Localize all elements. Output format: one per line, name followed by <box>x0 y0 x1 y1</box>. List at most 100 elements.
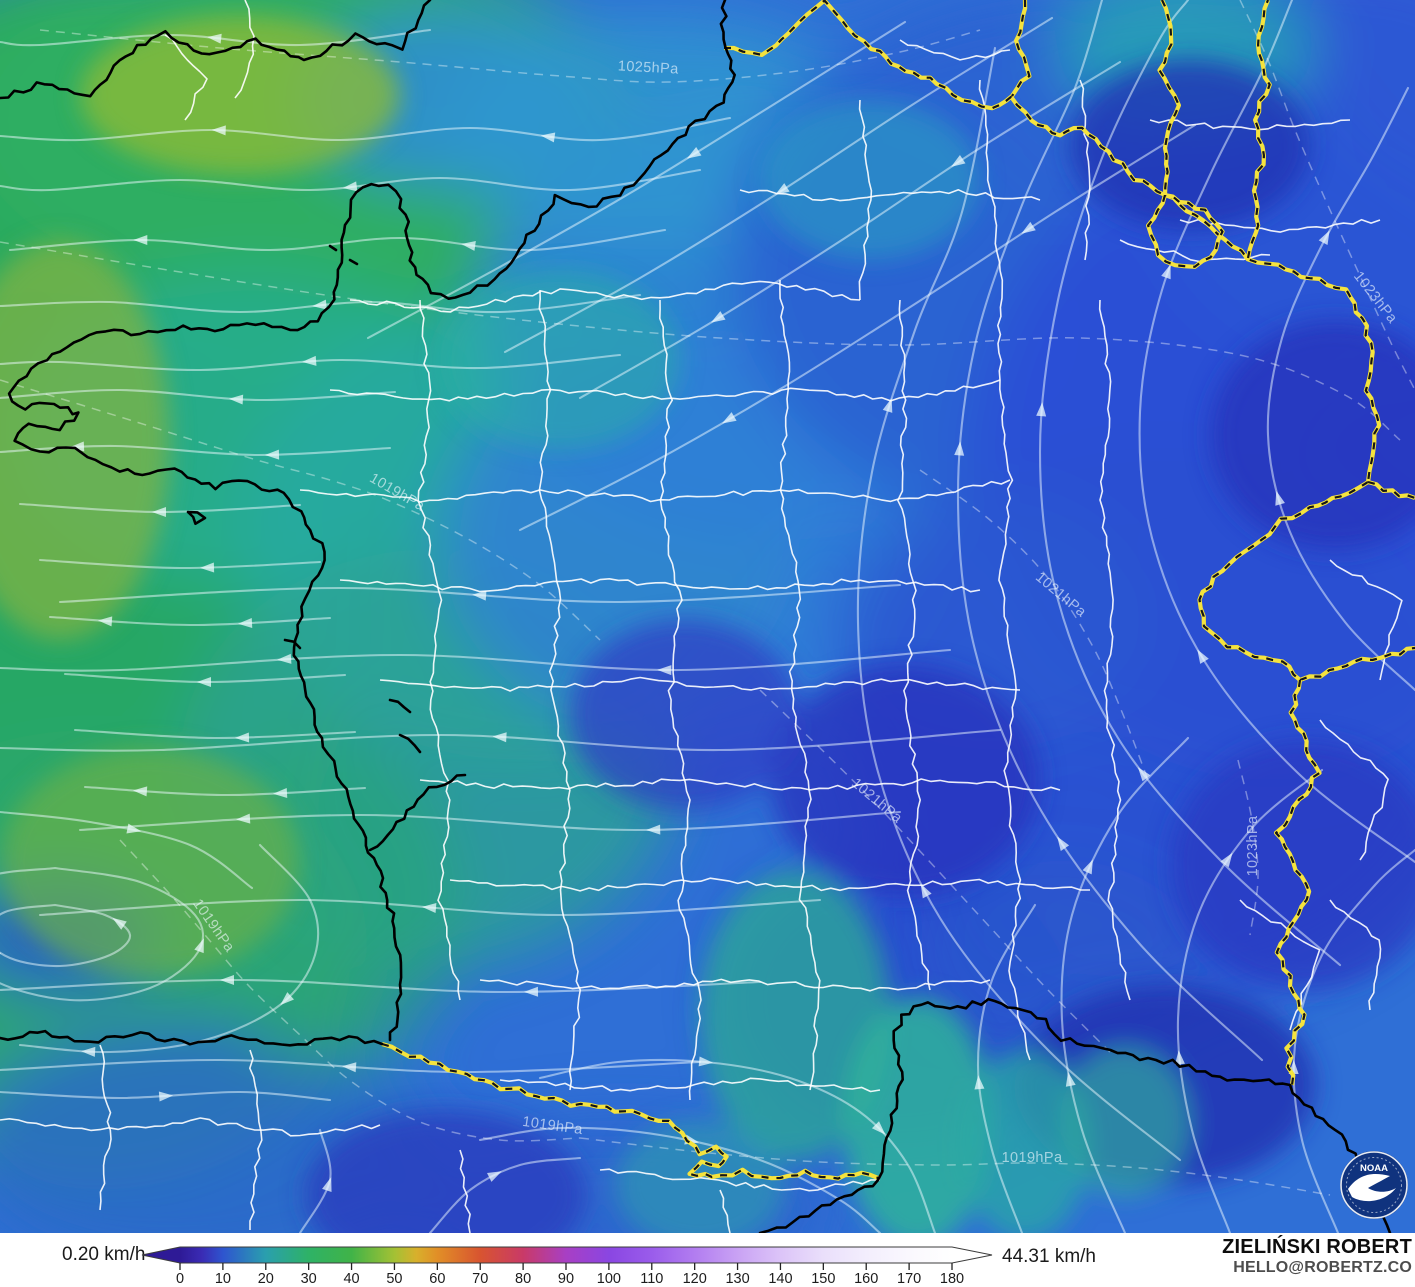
pressure-label: 1023hPa <box>1245 815 1261 876</box>
streamline <box>976 903 1037 1233</box>
country-border-dashes <box>1198 481 1369 681</box>
isobar-line <box>919 469 1149 781</box>
wind-arrow-icon <box>220 974 235 985</box>
noaa-logo-disc <box>1340 1151 1408 1219</box>
region-border <box>599 1168 881 1192</box>
region-border <box>1149 119 1351 131</box>
streamline <box>578 60 1122 400</box>
streamline <box>0 388 397 402</box>
wind-arrow-icon <box>461 241 476 251</box>
attribution-name: ZIELIŃSKI ROBERT <box>1222 1236 1412 1258</box>
isobar-line <box>579 1137 1331 1196</box>
region-border <box>858 99 873 301</box>
region-border <box>0 1117 381 1137</box>
wind-arrow-icon <box>472 590 487 601</box>
legend-tick-label: 0 <box>176 1271 184 1287</box>
coastline <box>876 997 1292 1182</box>
wind-arrow-icon <box>871 1121 886 1135</box>
coastline <box>283 638 302 650</box>
region-border <box>739 189 1041 202</box>
region-borders-layer <box>0 0 1403 1233</box>
wind-arrow-icon <box>97 616 113 627</box>
wind-arrow-icon <box>1275 490 1285 506</box>
wind-arrow-icon <box>312 299 327 310</box>
legend-bar: 0.20 km/h 0 10 20 30 40 50 60 70 80 90 100 110 120 13… <box>0 1233 1415 1287</box>
legend-tick-label: 180 <box>940 1271 964 1287</box>
wind-arrow-icon <box>81 1046 96 1057</box>
streamline <box>0 116 732 142</box>
region-border <box>978 79 1004 381</box>
streamline <box>956 0 1264 1062</box>
legend-gradient-bar <box>141 1246 993 1264</box>
legend-tick-label: 40 <box>343 1271 359 1287</box>
wind-arrow-icon <box>280 992 295 1006</box>
pressure-label: 1019hPa <box>1002 1150 1063 1166</box>
wind-arrow-icon <box>152 507 167 518</box>
legend-tick-label: 30 <box>301 1271 317 1287</box>
coastline <box>758 1178 880 1233</box>
wind-arrow-icon <box>698 1056 714 1067</box>
wind-arrow-icon <box>920 883 932 899</box>
attribution-email: HELLO@ROBERTZ.CO <box>1233 1259 1412 1276</box>
streamline <box>0 293 642 314</box>
region-border <box>417 299 461 1001</box>
country-border-dashes <box>1299 646 1415 682</box>
coastline <box>368 773 467 852</box>
wind-arrow-icon <box>342 1062 357 1073</box>
wind-arrow-icon <box>540 132 556 143</box>
isobar-line <box>1239 0 1415 391</box>
color-blob <box>0 240 170 640</box>
streamline <box>0 28 432 47</box>
region-border <box>1329 559 1403 681</box>
noaa-logo-ring-text <box>1346 1157 1402 1213</box>
coastline <box>7 0 737 1042</box>
attribution: ZIELIŃSKI ROBERT HELLO@ROBERTZ.CO <box>1222 1236 1412 1277</box>
wind-arrow-icon <box>710 311 726 323</box>
wind-arrow-icon <box>236 813 251 824</box>
color-blob <box>1210 320 1415 550</box>
region-border <box>1239 899 1321 1031</box>
coastline <box>186 510 207 526</box>
wind-arrow-icon <box>422 903 437 913</box>
region-border <box>719 1189 731 1233</box>
noaa-logo: NOAA <box>1338 1149 1410 1221</box>
country-border <box>724 0 1382 483</box>
region-border <box>896 299 931 991</box>
region-border <box>479 978 991 992</box>
streamline <box>0 1090 332 1102</box>
wind-arrow-icon <box>211 125 226 136</box>
streamline <box>83 785 367 797</box>
streamline <box>0 168 702 192</box>
country-border-dashes <box>1146 193 1224 268</box>
noaa-seagull-icon <box>1348 1173 1396 1202</box>
wind-arrow-icon <box>487 1171 502 1182</box>
legend-tick-label: 140 <box>768 1271 792 1287</box>
legend-tick-label: 150 <box>811 1271 835 1287</box>
wind-arrow-icon <box>1065 1072 1076 1087</box>
wind-arrow-icon <box>194 938 204 954</box>
pressure-label: 1025hPa <box>617 58 679 77</box>
color-blob <box>0 747 300 977</box>
legend-tick-label: 90 <box>558 1271 574 1287</box>
wind-arrow-icon <box>273 787 288 798</box>
wind-arrow-icon <box>951 155 966 167</box>
wind-map[interactable]: 1025hPa 1023hPa 1019hPa 1021hPa 1021hPa 1019h… <box>0 0 1415 1233</box>
wind-arrow-icon <box>133 235 148 246</box>
legend-tick-label: 130 <box>725 1271 749 1287</box>
streamline <box>0 353 622 372</box>
color-blob <box>305 1110 585 1233</box>
wind-arrow-icon <box>1137 767 1151 782</box>
region-border <box>249 1049 263 1230</box>
wind-arrow-icon <box>524 986 539 997</box>
legend-tick-label: 20 <box>258 1271 274 1287</box>
region-border <box>658 299 702 1101</box>
country-border-dashes <box>1246 0 1271 259</box>
region-border <box>779 279 821 1091</box>
streamline <box>18 843 320 1054</box>
wind-arrow-icon <box>1021 221 1036 234</box>
coastline <box>388 698 412 714</box>
wind-arrow-icon <box>1174 1050 1185 1065</box>
legend-tick-label: 60 <box>429 1271 445 1287</box>
legend-tick-label: 160 <box>854 1271 878 1287</box>
